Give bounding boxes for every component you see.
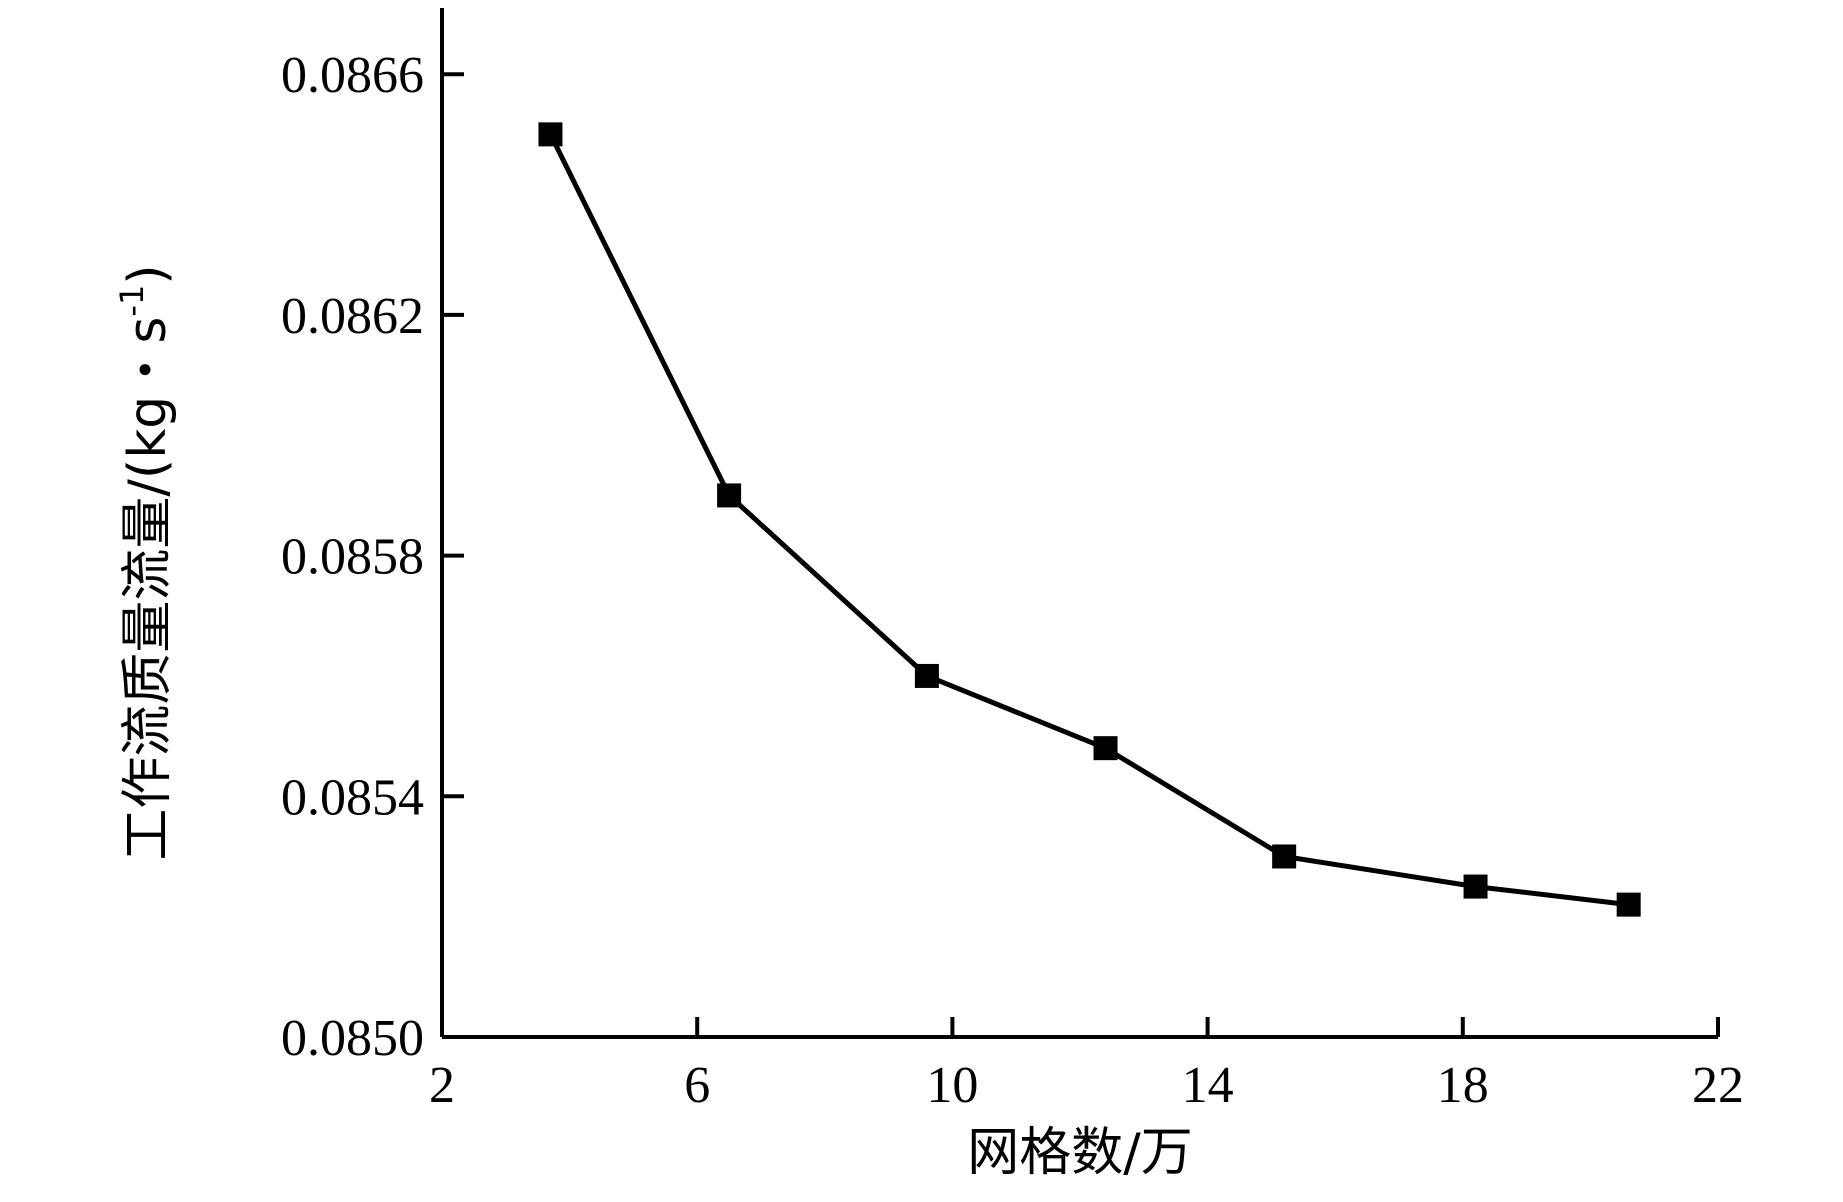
x-tick-label: 2 — [429, 1057, 455, 1114]
x-axis-title: 网格数/万 — [967, 1123, 1193, 1183]
y-ticks: 0.0850 0.0854 0.0858 0.0862 0.0866 — [281, 47, 464, 1067]
y-axis-title: 工作流质量流量/(kg・s-1) — [113, 264, 178, 860]
y-tick-label: 0.0862 — [281, 288, 424, 345]
data-point — [1093, 736, 1118, 761]
y-axis-title-main: 工作流质量流量/(kg・s — [118, 317, 178, 861]
y-axis-title-superscript: -1 — [113, 285, 151, 317]
y-tick-label: 0.0854 — [281, 769, 424, 826]
data-point — [1616, 892, 1641, 917]
x-ticks: 2 6 10 14 18 22 — [429, 1017, 1744, 1114]
data-point — [717, 483, 742, 508]
y-axis-title-close: ) — [118, 264, 178, 284]
data-point — [1463, 874, 1488, 899]
axes — [440, 8, 1718, 1039]
x-tick-label: 6 — [684, 1057, 710, 1114]
y-tick-label: 0.0866 — [281, 47, 424, 104]
y-tick-label: 0.0850 — [281, 1010, 424, 1067]
data-point — [1272, 844, 1297, 869]
x-tick-label: 14 — [1182, 1057, 1234, 1114]
data-point — [538, 122, 563, 147]
x-tick-label: 22 — [1692, 1057, 1744, 1114]
y-tick-label: 0.0858 — [281, 529, 424, 586]
x-tick-label: 18 — [1437, 1057, 1489, 1114]
series-line — [548, 133, 1629, 908]
x-tick-label: 10 — [926, 1057, 978, 1114]
data-point — [914, 663, 939, 688]
plot-area — [538, 122, 1641, 917]
